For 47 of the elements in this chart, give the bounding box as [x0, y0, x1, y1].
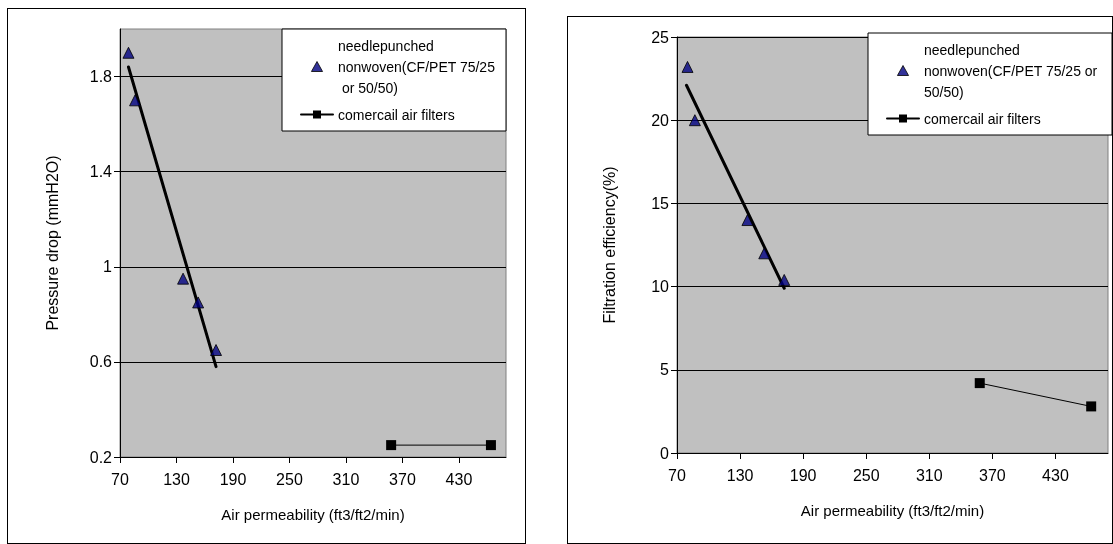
- point: [778, 273, 791, 286]
- y-tick-label: 0.6: [89, 353, 113, 371]
- y-tick-label: 25: [651, 28, 670, 46]
- point: [177, 272, 190, 285]
- x-tick-label: 310: [332, 470, 360, 488]
- x-tick-label: 130: [726, 466, 754, 484]
- x-axis-title: Air permeability (ft3/ft2/min): [221, 506, 405, 523]
- y-tick-label: 20: [651, 111, 670, 129]
- point: [758, 247, 771, 260]
- y-tick-label: 5: [660, 361, 670, 379]
- point: [681, 60, 694, 73]
- point: [122, 46, 135, 59]
- legend-label: needlepunched nonwoven(CF/PET 75/25 or 50/50): [338, 37, 496, 96]
- point: [129, 94, 142, 107]
- point: [974, 378, 985, 389]
- x-tick-label: 370: [979, 466, 1006, 484]
- legend-label: needlepunched nonwoven(CF/PET 75/25 or 50/50): [924, 41, 1102, 100]
- legend-label: comercail air filters: [924, 110, 1041, 127]
- y-tick-label: 10: [651, 278, 670, 296]
- y-tick-label: 0: [660, 444, 670, 462]
- legend-label: comercail air filters: [338, 106, 455, 123]
- point: [386, 440, 397, 451]
- x-tick-label: 70: [111, 470, 129, 488]
- x-tick-label: 250: [276, 470, 303, 488]
- y-tick-label: 1: [103, 258, 113, 276]
- point: [192, 296, 205, 309]
- x-tick-label: 310: [915, 466, 943, 484]
- point: [741, 214, 754, 227]
- y-axis-title: Filtration efficiency(%): [600, 166, 618, 324]
- x-tick-label: 430: [1042, 466, 1069, 484]
- x-tick-label: 130: [163, 470, 190, 488]
- point: [485, 440, 496, 451]
- y-tick-label: 1.8: [89, 68, 113, 86]
- y-tick-label: 15: [651, 194, 670, 212]
- point: [210, 344, 223, 356]
- y-tick-label: 1.4: [89, 163, 113, 181]
- y-axis-title: Pressure drop (mmH2O): [43, 155, 61, 331]
- x-axis-title: Air permeability (ft3/ft2/min): [800, 502, 985, 519]
- y-tick-label: 0.2: [89, 448, 113, 466]
- x-tick-label: 70: [668, 466, 686, 484]
- x-tick-label: 250: [852, 466, 880, 484]
- x-tick-label: 190: [219, 470, 247, 488]
- x-tick-label: 430: [445, 470, 473, 488]
- x-tick-label: 190: [789, 466, 817, 484]
- point: [688, 114, 701, 127]
- x-tick-label: 370: [389, 470, 416, 488]
- point: [1086, 401, 1097, 412]
